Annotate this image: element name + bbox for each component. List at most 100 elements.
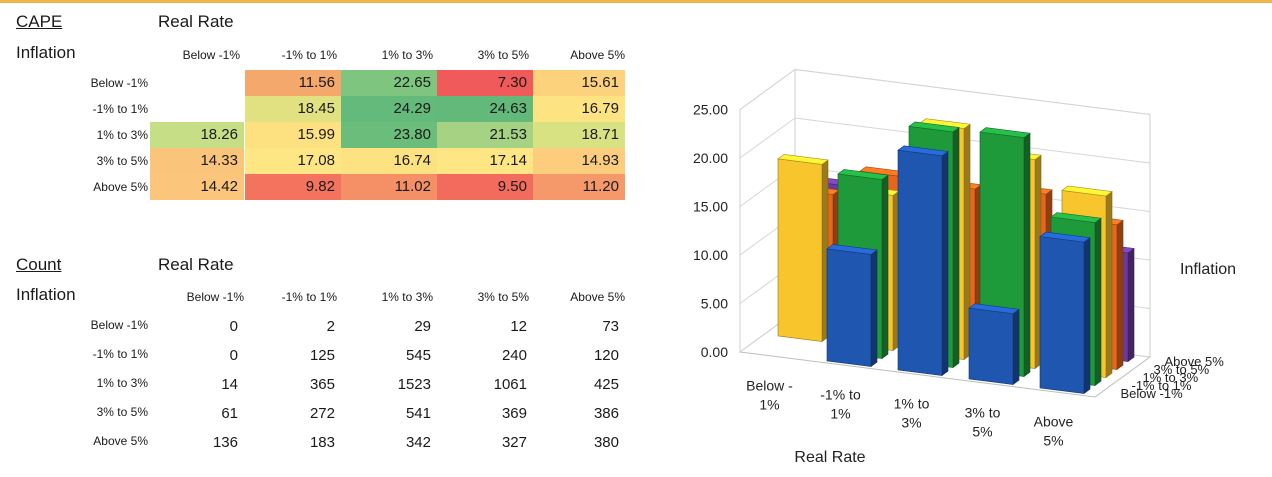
cape-cell: 14.93: [533, 148, 625, 174]
count-col-header: -1% to 1%: [281, 290, 337, 304]
cape-cell: 9.82: [245, 174, 341, 200]
gridline: [739, 117, 1151, 164]
cape-table-title: CAPE: [16, 12, 63, 31]
count-cell: 0: [229, 318, 238, 335]
cape-cell: 11.02: [341, 174, 437, 200]
x-axis-title: Real Rate: [794, 449, 865, 466]
gridline: [739, 68, 1151, 115]
cape-cell: 15.99: [245, 122, 341, 148]
count-row-label: -1% to 1%: [92, 347, 148, 361]
cape-cell: [150, 96, 244, 122]
count-row-label: 3% to 5%: [96, 405, 148, 419]
count-cell: 240: [501, 347, 527, 364]
y-tick-label: 20.00: [693, 150, 728, 166]
cape-cell: 23.80: [341, 122, 437, 148]
cape-cell: 18.26: [150, 122, 244, 148]
cape-row-label: Below -1%: [90, 76, 148, 90]
cape-cell: 18.45: [245, 96, 341, 122]
count-cell: 342: [405, 434, 431, 451]
cape-cell: [150, 70, 244, 96]
count-table-title: Count: [16, 255, 62, 274]
x-tick-label: -1% to 1%: [820, 387, 861, 422]
cape-row-group-label: Inflation: [16, 43, 76, 62]
cape-cell: 11.20: [533, 174, 625, 200]
x-tick-label: Below -1%: [746, 378, 793, 413]
count-cell: 0: [229, 347, 238, 364]
y-tick-label: 10.00: [693, 247, 728, 263]
cape-cell: 17.14: [437, 148, 533, 174]
count-row-group-label: Inflation: [16, 285, 76, 304]
z-axis-title: Inflation: [1180, 261, 1236, 278]
count-col-header: Below -1%: [186, 290, 244, 304]
count-cell: 386: [593, 405, 619, 422]
count-row-label: Above 5%: [93, 434, 148, 448]
bar: Below -1% / Above 5%: 15.61: [1039, 231, 1091, 395]
cape-col-group-label: Real Rate: [158, 12, 234, 31]
cape-cell: 22.65: [341, 70, 437, 96]
cape-col-header: Below -1%: [182, 48, 240, 62]
count-cell: 136: [212, 434, 238, 451]
cape-cell: 14.33: [150, 148, 244, 174]
x-tick-label: 3% to 5%: [965, 405, 1001, 440]
count-cell: 545: [405, 347, 431, 364]
z-tick-label: 1% to 3%: [1143, 370, 1199, 385]
cape-cell: 21.53: [437, 122, 533, 148]
count-cell: 183: [309, 434, 335, 451]
count-cell: 380: [593, 434, 619, 451]
count-cell: 29: [414, 318, 431, 335]
top-accent-line: [0, 0, 1272, 3]
z-tick-label: Above 5%: [1165, 354, 1225, 369]
count-cell: 125: [309, 347, 335, 364]
z-tick-label: 3% to 5%: [1154, 362, 1210, 377]
x-tick-label: Above 5%: [1034, 414, 1074, 449]
count-cell: 61: [221, 405, 238, 422]
cape-cell: 18.71: [533, 122, 625, 148]
y-tick-label: 15.00: [693, 199, 728, 215]
x-tick-label: 1% to 3%: [894, 396, 930, 431]
y-tick-label: 25.00: [693, 102, 728, 118]
count-cell: 272: [309, 405, 335, 422]
count-cell: 12: [510, 318, 527, 335]
bar: 1% to 3% / Below -1%: 18.26: [777, 154, 829, 343]
count-cell: 369: [501, 405, 527, 422]
cape-cell: 16.79: [533, 96, 625, 122]
cape-table: CAPE Real Rate Inflation Below -1% -1% t…: [0, 10, 640, 220]
cape-cell: 9.50: [437, 174, 533, 200]
cape-row-label: 1% to 3%: [96, 128, 148, 142]
cape-cell: 17.08: [245, 148, 341, 174]
count-col-header: Above 5%: [570, 290, 625, 304]
z-tick-label: Below -1%: [1121, 386, 1184, 401]
count-col-group-label: Real Rate: [158, 255, 234, 274]
count-cell: 425: [593, 376, 619, 393]
cape-cell: 7.30: [437, 70, 533, 96]
cape-row-label: -1% to 1%: [92, 102, 148, 116]
z-tick-label: -1% to 1%: [1132, 378, 1192, 393]
count-col-header: 1% to 3%: [381, 290, 433, 304]
y-tick-label: 0.00: [701, 344, 728, 360]
count-cell: 2: [326, 318, 335, 335]
cape-cell: 15.61: [533, 70, 625, 96]
count-cell: 1061: [493, 376, 527, 393]
cape-cell: 24.63: [437, 96, 533, 122]
bar: Below -1% / 3% to 5%: 7.3: [968, 303, 1020, 386]
count-cell: 1523: [397, 376, 431, 393]
cape-cell: 16.74: [341, 148, 437, 174]
cape-col-header: Above 5%: [570, 48, 625, 62]
cape-cell: 24.29: [341, 96, 437, 122]
cape-cell: 11.56: [245, 70, 341, 96]
count-cell: 73: [602, 318, 619, 335]
cape-cell: 14.42: [150, 174, 244, 200]
count-col-header: 3% to 5%: [477, 290, 529, 304]
cape-row-label: Above 5%: [93, 180, 148, 194]
count-row-label: Below -1%: [90, 318, 148, 332]
count-cell: 327: [501, 434, 527, 451]
count-table: Count Real Rate Inflation Below -1% -1% …: [0, 253, 640, 463]
count-cell: 14: [221, 376, 238, 393]
count-row-label: 1% to 3%: [96, 376, 148, 390]
count-cell: 120: [593, 347, 619, 364]
bar: Below -1% / -1% to 1%: 11.56: [826, 244, 878, 368]
count-cell: 365: [309, 376, 335, 393]
cape-col-header: -1% to 1%: [281, 48, 337, 62]
bar: Below -1% / 1% to 3%: 22.65: [897, 145, 949, 377]
